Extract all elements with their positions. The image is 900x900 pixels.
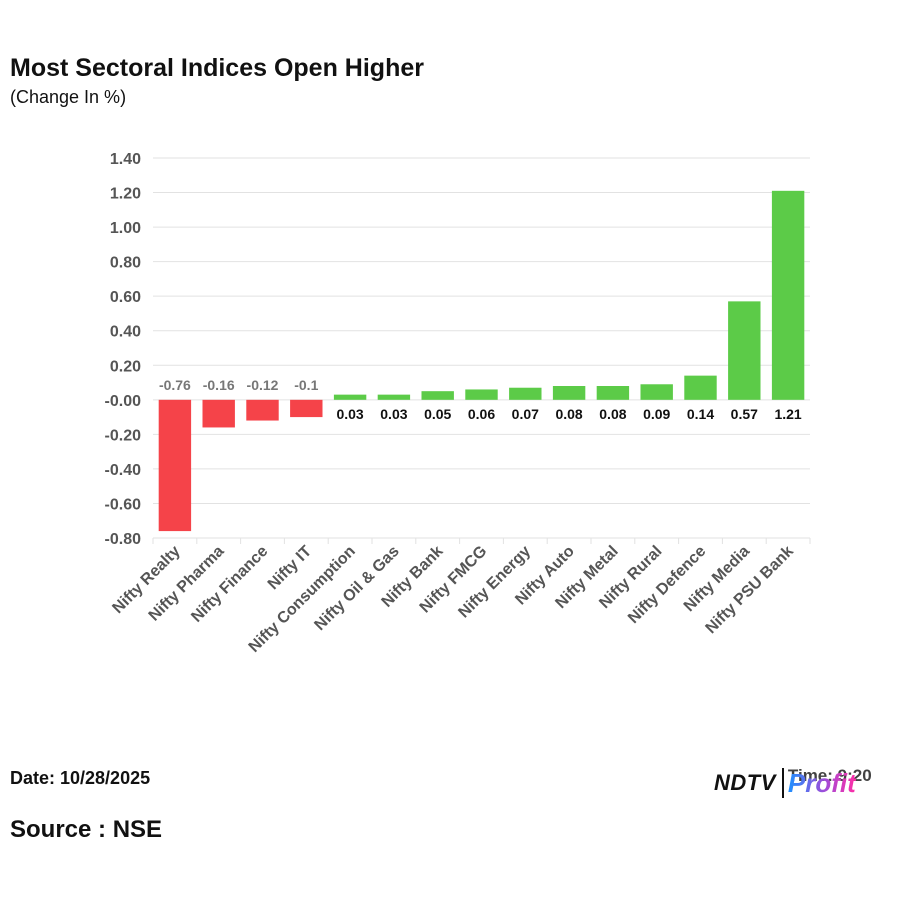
bar — [596, 386, 630, 400]
data-label: -0.12 — [247, 377, 279, 393]
data-label: -0.76 — [159, 377, 191, 393]
y-tick-label: -0.00 — [105, 393, 142, 410]
x-category-label: Nifty Pharma — [146, 543, 228, 625]
y-tick-label: -0.80 — [105, 531, 142, 548]
data-label: 0.08 — [599, 406, 626, 422]
y-axis-ticks: 1.40 1.20 1.00 0.80 0.60 0.40 0.20 -0.00 -0.20 -0… — [105, 151, 142, 548]
data-label: 0.03 — [336, 406, 363, 422]
y-tick-label: 0.60 — [110, 289, 141, 306]
bar — [377, 394, 411, 400]
grid-lines — [153, 157, 810, 539]
bar — [552, 386, 586, 400]
y-tick-label: -0.40 — [105, 462, 142, 479]
chart-title: Most Sectoral Indices Open Higher — [10, 54, 424, 82]
y-tick-label: 1.20 — [110, 186, 141, 203]
bar — [333, 394, 367, 400]
ndtv-profit-logo: NDTV Time: 9:20 Profit — [714, 766, 878, 800]
bar-chart: 1.40 1.20 1.00 0.80 0.60 0.40 0.20 -0.00 -0.20 -0… — [105, 151, 811, 656]
y-tick-label: -0.60 — [105, 496, 142, 513]
bar — [421, 391, 454, 400]
bar — [290, 399, 323, 418]
bars — [158, 190, 805, 532]
bar — [465, 389, 498, 400]
logo-overlay-text: Time: 9:20 — [788, 766, 872, 786]
source-label: Source : NSE — [10, 816, 163, 843]
chart-subtitle: (Change In %) — [10, 87, 127, 107]
data-label: -0.1 — [294, 377, 318, 393]
data-label: 0.03 — [380, 406, 407, 422]
data-label: 1.21 — [774, 406, 801, 422]
y-tick-label: -0.20 — [105, 427, 142, 444]
y-tick-label: 0.80 — [110, 255, 141, 272]
y-tick-label: 0.20 — [110, 358, 141, 375]
x-category-label: Nifty Finance — [188, 543, 271, 626]
data-label: 0.05 — [424, 406, 451, 422]
data-label: 0.14 — [687, 406, 714, 422]
logo-product: Profit — [787, 768, 856, 798]
x-category-label: Nifty Defence — [625, 543, 709, 627]
bar — [246, 399, 279, 421]
data-label: 0.07 — [512, 406, 539, 422]
bar — [202, 399, 235, 428]
bar — [158, 399, 192, 532]
y-tick-label: 1.40 — [110, 151, 141, 168]
bar — [640, 384, 673, 400]
data-labels: -0.76 -0.16 -0.12 -0.1 0.03 0.03 0.05 0.06 0.07 0… — [159, 377, 802, 422]
bar — [684, 375, 717, 400]
bar — [771, 190, 805, 400]
data-label: 0.09 — [643, 406, 670, 422]
data-label: -0.16 — [203, 377, 235, 393]
bar — [728, 301, 761, 400]
data-label: 0.08 — [555, 406, 582, 422]
y-tick-label: 1.00 — [110, 220, 141, 237]
date-label: Date: 10/28/2025 — [10, 768, 151, 788]
data-label: 0.06 — [468, 406, 495, 422]
logo-product-wrap: Time: 9:20 Profit — [788, 766, 878, 800]
y-tick-label: 0.40 — [110, 324, 141, 341]
data-label: 0.57 — [731, 406, 758, 422]
logo-divider — [781, 768, 784, 798]
bar — [509, 387, 542, 400]
logo-brand: NDTV — [714, 770, 776, 795]
